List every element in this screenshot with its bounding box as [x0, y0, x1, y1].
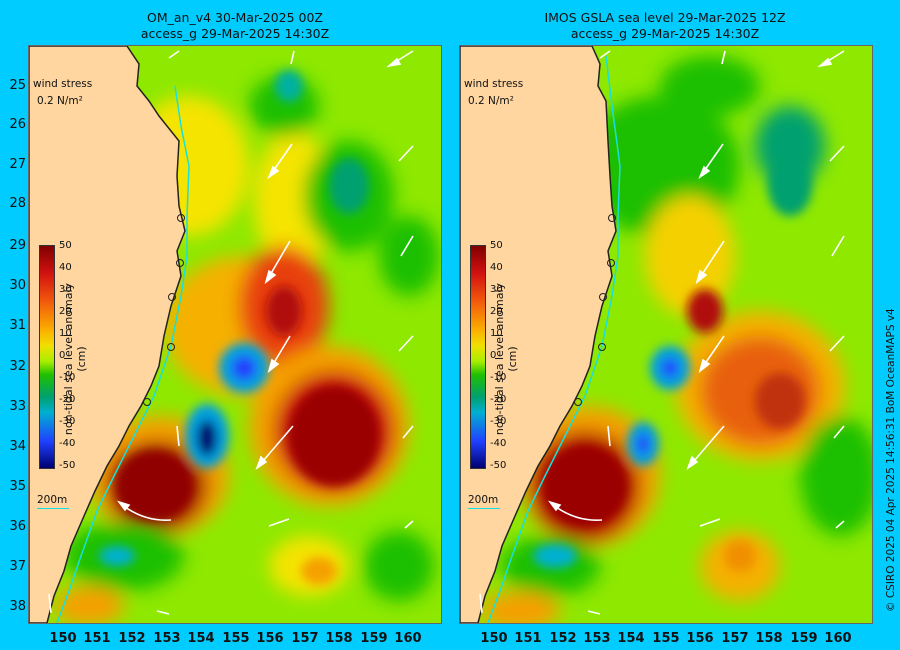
wind-stress-scale-value: 0.2 N/m² [468, 95, 514, 107]
lat-label: 33 [9, 399, 26, 414]
lat-label: 31 [9, 318, 26, 333]
colorbar-tick: 10 [59, 328, 72, 339]
colorbar-tick: 20 [490, 306, 503, 317]
lon-label: 159 [360, 631, 388, 646]
isobath-legend-line [468, 508, 500, 509]
wind-stress-arrows [48, 50, 414, 615]
lat-label: 26 [9, 117, 26, 132]
lat-label: 37 [9, 559, 26, 574]
lon-label: 154 [617, 631, 645, 646]
wind-stress-scale-value: 0.2 N/m² [37, 95, 83, 107]
colorbar-tick: 40 [490, 262, 503, 273]
colorbar-tick: 20 [59, 306, 72, 317]
coastline-land [29, 46, 186, 623]
wind-stress-label: wind stress [464, 78, 524, 90]
isobath-label: 200m [468, 494, 499, 506]
lon-label: 159 [790, 631, 818, 646]
sea-level-map-left [29, 46, 441, 623]
lon-label: 156 [256, 631, 284, 646]
colorbar-tick: 30 [490, 284, 503, 295]
isobath-200m-line [56, 85, 190, 623]
lon-label: 150 [49, 631, 77, 646]
lon-label: 157 [721, 631, 749, 646]
isobath-200m-line [487, 55, 621, 623]
isobath-legend-line [37, 508, 69, 509]
panel-right-title-line1: IMOS GSLA sea level 29-Mar-2025 12Z [544, 10, 786, 25]
colorbar-tick: 10 [490, 328, 503, 339]
credit-text: © CSIRO 2025 04 Apr 2025 14:56:31 BoM Oc… [885, 308, 897, 612]
colorbar-tick: 50 [59, 240, 72, 251]
panel-left-title-line2: access_g 29-Mar-2025 14:30Z [140, 26, 330, 41]
colorbar-tick: -50 [490, 460, 507, 471]
wind-stress-arrows [479, 50, 845, 615]
panel-left-title-line1: OM_an_v4 30-Mar-2025 00Z [147, 10, 323, 25]
lat-label: 36 [9, 519, 26, 534]
colorbar-tick: 30 [59, 284, 72, 295]
lon-label: 154 [187, 631, 215, 646]
colorbar-title: non-tidal sea level anomaly (cm) [62, 282, 88, 436]
lon-label: 155 [222, 631, 250, 646]
colorbar-tick: -30 [59, 416, 76, 427]
lon-label: 150 [480, 631, 508, 646]
lat-label: 32 [9, 359, 26, 374]
colorbar-tick: 50 [490, 240, 503, 251]
tide-gauge-markers [143, 214, 185, 406]
lon-label: 158 [325, 631, 353, 646]
sea-level-map-right [460, 46, 872, 623]
colorbar-tick: -20 [490, 394, 507, 405]
lon-label: 152 [118, 631, 146, 646]
colorbar-tick: -10 [59, 372, 76, 383]
colorbar-tick: -20 [59, 394, 76, 405]
lon-label: 151 [83, 631, 111, 646]
map-panel-left: wind stress 0.2 N/m² 50 40 30 20 10 0 -1… [28, 45, 442, 624]
colorbar [470, 245, 486, 469]
coastline-land [460, 46, 617, 623]
wind-stress-label: wind stress [33, 78, 93, 90]
colorbar-tick: 0 [59, 350, 66, 361]
colorbar-tick: -10 [490, 372, 507, 383]
lat-label: 29 [9, 238, 26, 253]
lat-label: 27 [9, 157, 26, 172]
lon-label: 152 [549, 631, 577, 646]
colorbar-tick: -50 [59, 460, 76, 471]
colorbar-tick: 40 [59, 262, 72, 273]
anomaly-cores [99, 70, 379, 585]
lat-label: 28 [9, 196, 26, 211]
lat-label: 25 [9, 78, 26, 93]
lon-label: 160 [824, 631, 852, 646]
lon-label: 157 [291, 631, 319, 646]
colorbar-title: non-tidal sea level anomaly (cm) [493, 282, 519, 436]
lon-label: 153 [583, 631, 611, 646]
lat-label: 38 [9, 599, 26, 614]
anomaly-cores [533, 156, 812, 572]
panel-left-title: OM_an_v4 30-Mar-2025 00Z access_g 29-Mar… [45, 10, 425, 42]
lon-label: 153 [153, 631, 181, 646]
lon-label: 158 [755, 631, 783, 646]
tide-gauge-markers [574, 214, 616, 406]
panel-right-title: IMOS GSLA sea level 29-Mar-2025 12Z acce… [475, 10, 855, 42]
colorbar [39, 245, 55, 469]
isobath-label: 200m [37, 494, 68, 506]
lon-label: 160 [394, 631, 422, 646]
colorbar-tick: -30 [490, 416, 507, 427]
lon-label: 156 [686, 631, 714, 646]
panel-right-title-line2: access_g 29-Mar-2025 14:30Z [570, 26, 760, 41]
lat-label: 34 [9, 439, 26, 454]
colorbar-tick: -40 [59, 438, 76, 449]
lon-label: 151 [514, 631, 542, 646]
colorbar-tick: -40 [490, 438, 507, 449]
lon-label: 155 [652, 631, 680, 646]
map-panel-right: wind stress 0.2 N/m² 50 40 30 20 10 0 -1… [459, 45, 873, 624]
colorbar-tick: 0 [490, 350, 497, 361]
lat-label: 35 [9, 479, 26, 494]
lat-label: 30 [9, 278, 26, 293]
